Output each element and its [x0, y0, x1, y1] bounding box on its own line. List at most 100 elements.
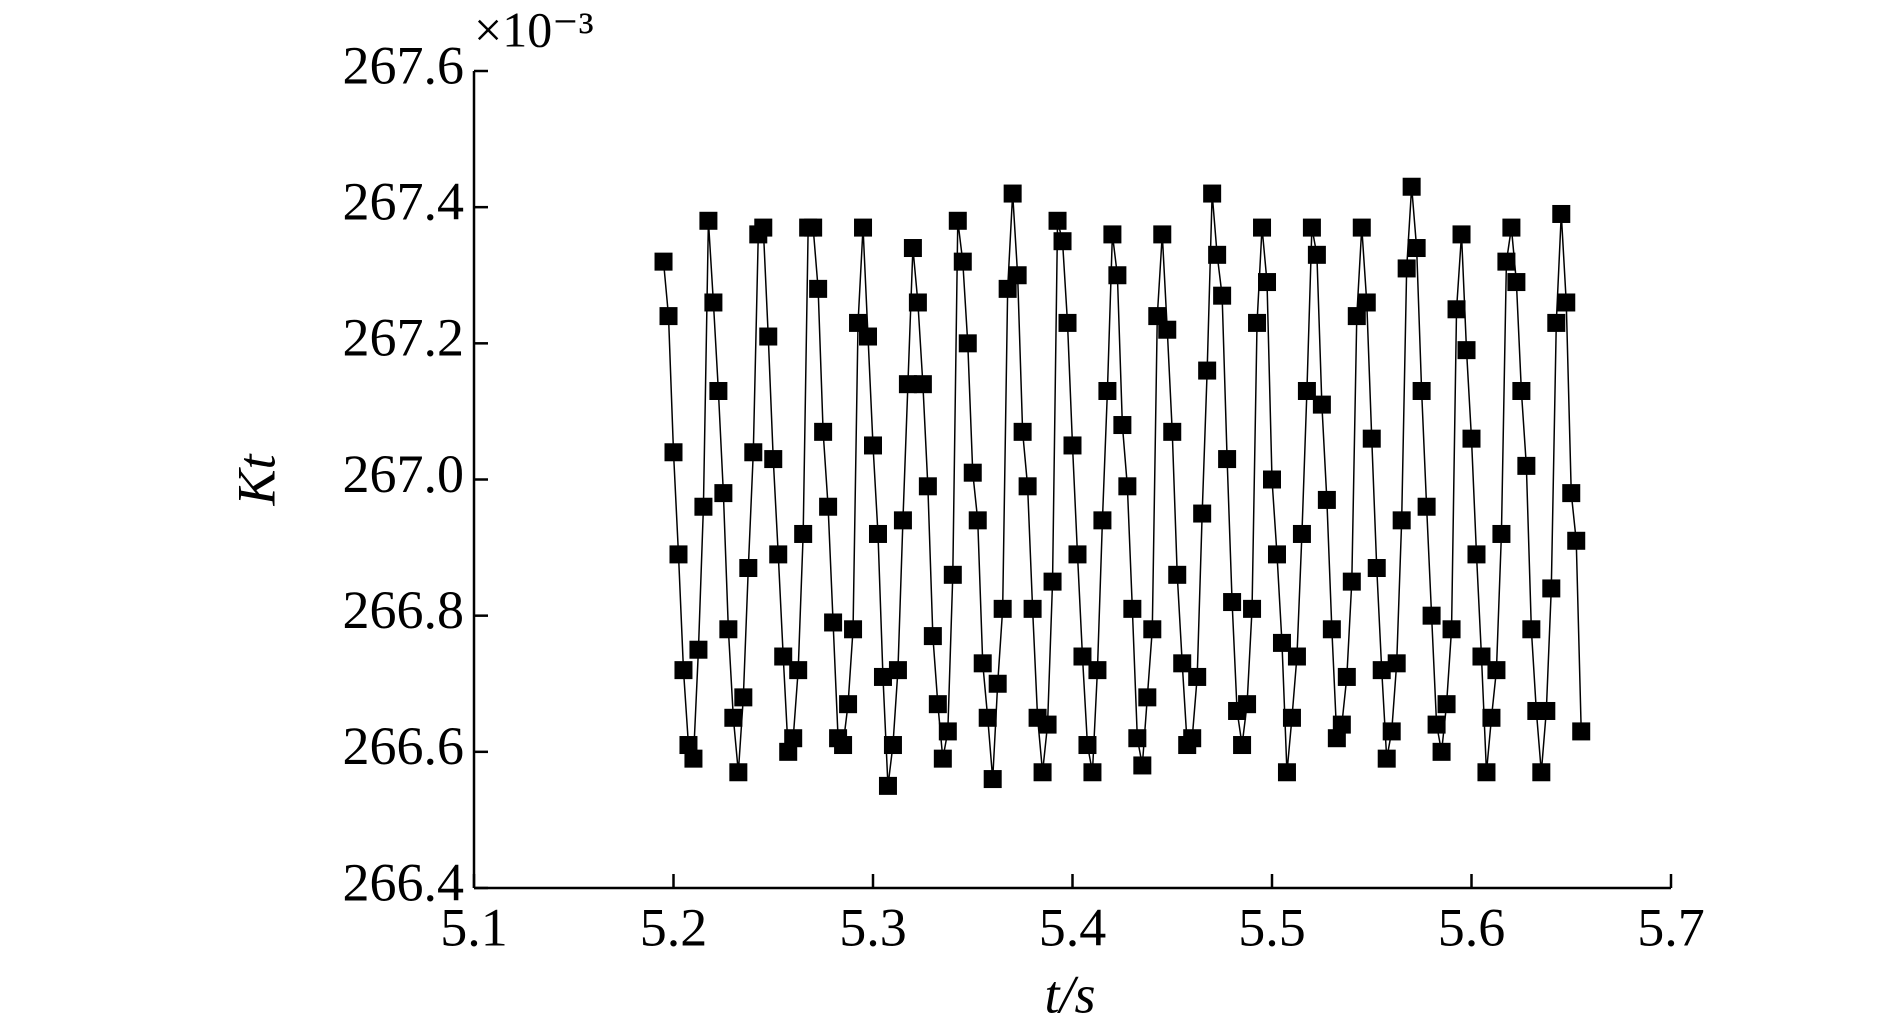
marker: [1452, 225, 1471, 244]
marker: [1292, 524, 1311, 543]
marker: [1352, 218, 1371, 237]
marker: [1522, 620, 1541, 639]
marker: [1063, 436, 1082, 455]
marker: [1477, 763, 1496, 782]
marker: [694, 497, 713, 516]
marker: [774, 647, 793, 666]
marker: [764, 450, 783, 469]
marker: [679, 736, 698, 755]
marker: [1402, 177, 1421, 196]
marker: [1307, 245, 1326, 264]
x-tick-label: 5.1: [440, 897, 508, 957]
marker: [1083, 763, 1102, 782]
marker: [1153, 225, 1172, 244]
marker: [1103, 225, 1122, 244]
marker: [1417, 497, 1436, 516]
marker: [714, 484, 733, 503]
marker: [993, 599, 1012, 618]
marker: [1233, 736, 1252, 755]
y-tick-label: 267.2: [343, 308, 465, 368]
marker: [1078, 736, 1097, 755]
marker: [759, 327, 778, 346]
marker: [1382, 722, 1401, 741]
marker: [1038, 715, 1057, 734]
marker: [1507, 273, 1526, 292]
marker: [1158, 320, 1177, 339]
marker: [1253, 218, 1272, 237]
marker: [1168, 565, 1187, 584]
x-axis-label: t/s: [1044, 964, 1095, 1018]
marker: [1347, 307, 1366, 326]
marker: [1467, 545, 1486, 564]
x-tick-label: 5.3: [839, 897, 907, 957]
marker: [864, 436, 882, 455]
marker: [1123, 599, 1142, 618]
marker: [1073, 647, 1092, 666]
marker: [689, 640, 708, 659]
marker: [1148, 307, 1167, 326]
marker: [769, 545, 788, 564]
marker: [1422, 606, 1441, 625]
marker: [1203, 184, 1222, 203]
marker: [1053, 232, 1072, 251]
marker: [1457, 341, 1476, 360]
marker: [1502, 218, 1521, 237]
marker: [1218, 450, 1237, 469]
x-tick-label: 5.2: [640, 897, 708, 957]
marker: [819, 497, 838, 516]
marker: [1327, 729, 1346, 748]
marker: [1068, 545, 1087, 564]
marker: [1552, 204, 1571, 223]
marker: [729, 763, 748, 782]
marker: [1043, 572, 1062, 591]
marker: [1113, 416, 1132, 435]
marker: [1572, 722, 1591, 741]
marker: [1173, 654, 1192, 673]
marker: [1118, 477, 1137, 496]
marker: [1238, 695, 1257, 714]
x-tick-label: 5.5: [1238, 897, 1306, 957]
marker: [699, 211, 718, 230]
marker: [883, 736, 902, 755]
marker: [704, 293, 723, 312]
marker: [1248, 313, 1267, 332]
marker: [1163, 422, 1182, 441]
marker: [734, 688, 753, 707]
marker: [669, 545, 688, 564]
marker: [1088, 661, 1107, 680]
marker: [1023, 599, 1042, 618]
marker: [1282, 708, 1301, 727]
marker: [784, 729, 803, 748]
marker: [973, 654, 992, 673]
y-tick-label: 267.6: [343, 35, 465, 95]
marker: [1048, 211, 1067, 230]
marker: [1367, 559, 1386, 578]
marker: [1133, 756, 1152, 775]
marker: [1302, 218, 1321, 237]
marker: [1033, 763, 1052, 782]
marker: [1008, 266, 1027, 285]
marker: [1093, 511, 1112, 530]
marker: [1432, 742, 1451, 761]
marker: [928, 695, 947, 714]
marker: [923, 627, 942, 646]
x-tick-label: 5.6: [1438, 897, 1506, 957]
marker: [1267, 545, 1286, 564]
marker: [1512, 381, 1531, 400]
marker: [1287, 647, 1306, 666]
marker: [1427, 715, 1446, 734]
marker: [918, 477, 937, 496]
marker: [868, 524, 887, 543]
marker: [1243, 599, 1262, 618]
marker: [709, 381, 728, 400]
marker: [903, 239, 922, 258]
marker: [1188, 667, 1207, 686]
marker: [1322, 620, 1341, 639]
marker: [913, 375, 932, 394]
marker: [1442, 620, 1461, 639]
marker: [933, 749, 952, 768]
marker: [654, 252, 673, 271]
marker: [1372, 661, 1391, 680]
marker: [953, 252, 972, 271]
